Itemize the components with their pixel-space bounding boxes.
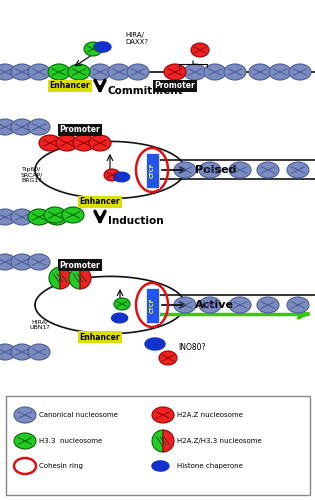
Ellipse shape [11, 209, 33, 225]
Ellipse shape [62, 207, 84, 223]
Ellipse shape [89, 64, 111, 80]
Ellipse shape [28, 254, 50, 270]
Ellipse shape [287, 297, 309, 313]
Text: Poised: Poised [195, 165, 237, 175]
Ellipse shape [11, 254, 33, 270]
Text: Cohesin ring: Cohesin ring [39, 463, 83, 469]
Ellipse shape [28, 209, 50, 225]
Text: Histone chaperone: Histone chaperone [177, 463, 243, 469]
Ellipse shape [56, 135, 78, 151]
Wedge shape [152, 430, 163, 452]
Text: Promoter: Promoter [155, 82, 195, 90]
Ellipse shape [108, 64, 130, 80]
Ellipse shape [0, 119, 16, 135]
Text: Promoter: Promoter [60, 126, 100, 134]
Text: H2A.Z nucleosome: H2A.Z nucleosome [177, 412, 243, 418]
Ellipse shape [269, 64, 291, 80]
Ellipse shape [28, 119, 50, 135]
Ellipse shape [84, 42, 102, 56]
Ellipse shape [127, 64, 149, 80]
Text: CTCF: CTCF [150, 162, 154, 178]
FancyBboxPatch shape [6, 396, 310, 495]
Polygon shape [94, 42, 111, 52]
Ellipse shape [0, 64, 16, 80]
Ellipse shape [68, 64, 90, 80]
Ellipse shape [0, 209, 16, 225]
Text: HIRA/
UBN1?: HIRA/ UBN1? [30, 320, 50, 330]
Ellipse shape [229, 162, 251, 178]
Ellipse shape [73, 135, 95, 151]
Ellipse shape [257, 162, 279, 178]
Ellipse shape [191, 43, 209, 57]
Ellipse shape [287, 162, 309, 178]
Wedge shape [69, 267, 80, 289]
Text: Enhancer: Enhancer [80, 198, 120, 206]
Ellipse shape [28, 344, 50, 360]
Polygon shape [145, 338, 165, 350]
Wedge shape [60, 267, 71, 289]
Ellipse shape [114, 298, 130, 310]
Polygon shape [112, 313, 128, 323]
Wedge shape [80, 267, 91, 289]
Ellipse shape [199, 297, 221, 313]
Ellipse shape [46, 209, 68, 225]
Ellipse shape [174, 297, 196, 313]
Text: Commitment: Commitment [108, 86, 184, 96]
Ellipse shape [152, 407, 174, 423]
Text: Active: Active [195, 300, 234, 310]
Text: Promoter: Promoter [60, 260, 100, 270]
Text: HIRA/
DAXX?: HIRA/ DAXX? [125, 32, 148, 44]
Ellipse shape [28, 64, 50, 80]
Text: Canonical nucleosome: Canonical nucleosome [39, 412, 118, 418]
Ellipse shape [199, 162, 221, 178]
Ellipse shape [257, 297, 279, 313]
Text: Enhancer: Enhancer [80, 332, 120, 342]
Ellipse shape [11, 119, 33, 135]
Ellipse shape [174, 162, 196, 178]
Ellipse shape [48, 64, 70, 80]
Ellipse shape [184, 64, 206, 80]
Ellipse shape [229, 297, 251, 313]
Wedge shape [163, 430, 174, 452]
Polygon shape [114, 172, 129, 182]
Ellipse shape [104, 169, 120, 181]
Ellipse shape [11, 344, 33, 360]
Text: Tip60/
SRCAP/
BRG1?: Tip60/ SRCAP/ BRG1? [21, 166, 43, 184]
Ellipse shape [44, 207, 66, 223]
FancyBboxPatch shape [146, 152, 158, 188]
FancyBboxPatch shape [146, 288, 158, 322]
Text: CTCF: CTCF [150, 297, 154, 313]
Text: H2A.Z/H3.3 nucleosome: H2A.Z/H3.3 nucleosome [177, 438, 262, 444]
Wedge shape [49, 267, 60, 289]
Text: Induction: Induction [108, 216, 163, 226]
Ellipse shape [0, 344, 16, 360]
Ellipse shape [224, 64, 246, 80]
Polygon shape [152, 461, 169, 471]
Ellipse shape [39, 135, 61, 151]
Ellipse shape [289, 64, 311, 80]
Ellipse shape [249, 64, 271, 80]
Ellipse shape [164, 64, 186, 80]
Text: Enhancer: Enhancer [50, 82, 90, 90]
Ellipse shape [159, 351, 177, 365]
Ellipse shape [14, 433, 36, 449]
Text: INO80?: INO80? [178, 344, 205, 352]
Ellipse shape [11, 64, 33, 80]
Ellipse shape [89, 135, 111, 151]
Text: H3.3  nucleosome: H3.3 nucleosome [39, 438, 102, 444]
Ellipse shape [204, 64, 226, 80]
Ellipse shape [0, 254, 16, 270]
Ellipse shape [14, 407, 36, 423]
